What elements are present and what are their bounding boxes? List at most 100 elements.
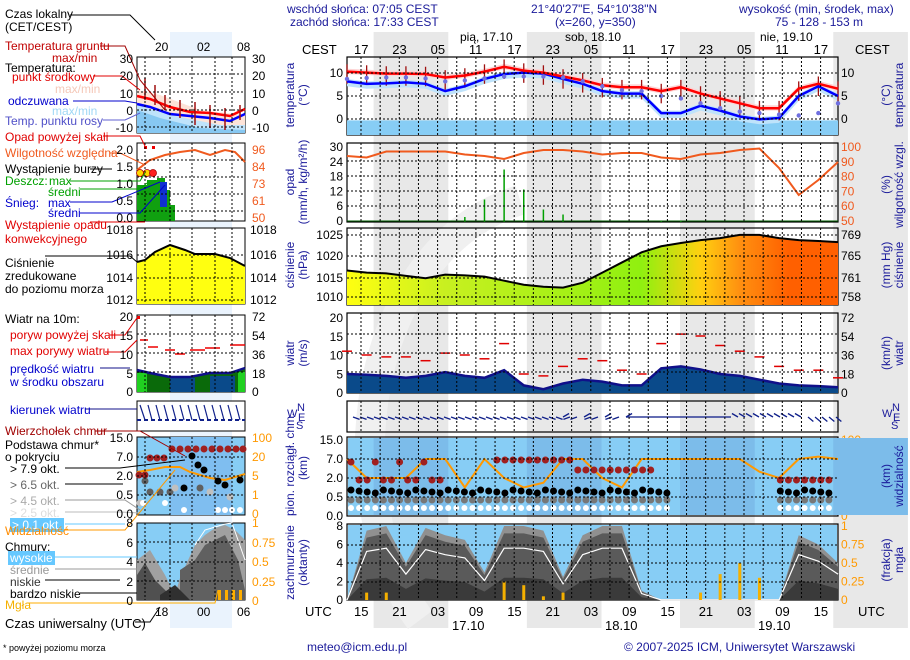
legend-cloudcover-tick: 8 [126, 516, 133, 530]
cloud-base-dot [541, 486, 549, 494]
legend-pressure-tick-right: 1012 [250, 293, 277, 307]
fog-axis-label: (frakcja) mgła [879, 520, 906, 600]
legend-visibility-tick: 0 [252, 507, 259, 521]
legend-temp-tick: 20 [119, 69, 133, 83]
cloud-base-dot [428, 496, 436, 504]
cloud-base-dot [809, 496, 817, 504]
dewpoint-point [600, 84, 605, 89]
legend-temp-mid: punkt środkowy [12, 70, 96, 84]
cloud-base-dot [582, 487, 590, 495]
cloud-top-dot [493, 456, 501, 464]
cloud-base-dot [533, 489, 541, 497]
cloud-top-dot [347, 458, 355, 466]
cloud-base-dot [493, 496, 501, 504]
pressure-area [347, 234, 838, 305]
wind-arrow [457, 416, 465, 421]
wind-arrow [794, 412, 802, 418]
legend-wind-speed-1: prędkość wiatru [10, 362, 95, 376]
dewpoint-point [560, 75, 566, 80]
cloud-base-dot [622, 496, 630, 504]
axis-tick-label: 7.0 [326, 452, 343, 466]
wind-arrow [807, 416, 814, 422]
cloud-top-dot [420, 458, 428, 466]
below-zero-band [347, 120, 838, 135]
legend-convective: Wystąpienie opadu [5, 218, 107, 232]
compass-s: S [296, 420, 303, 432]
wind-arrow [835, 416, 842, 422]
legend-pressure-tick-right: 1018 [250, 223, 277, 237]
axis-tick-label: 10 [841, 66, 855, 80]
cloud-top-dot [509, 456, 517, 464]
utc-time-tick: 15 [660, 604, 675, 619]
cloud-top-dot [590, 466, 598, 474]
cloud-base-dot [404, 489, 412, 497]
compass-e: E [298, 412, 305, 424]
legend-winddir-panel [136, 400, 246, 432]
legend-pressure-tick: 1014 [106, 271, 133, 285]
legend-pressure-tick: 1018 [106, 223, 133, 237]
utc-time-tick: 09 [775, 604, 790, 619]
visibility-axis-label: (km) widzialność [879, 436, 906, 516]
legend-fog-tick: 0.5 [252, 555, 269, 569]
axis-tick-label: 0.0 [326, 509, 343, 523]
wind-arrow [605, 416, 613, 421]
local-time-tick: 11 [622, 42, 636, 57]
local-time-tick: 11 [775, 42, 789, 57]
legend-pressure-panel [136, 227, 246, 305]
cloud-top-dot [404, 476, 412, 484]
cloud-top-dot [622, 466, 630, 474]
cloud-base-dot [371, 489, 379, 497]
axis-tick-label: 24 [330, 155, 344, 169]
axis-tick-label: 10 [330, 66, 344, 80]
dewpoint-point [678, 96, 684, 101]
local-time-tick: 17 [507, 42, 522, 57]
legend-wind-kmh-tick: 54 [252, 329, 266, 343]
legend-wind-speed-2: w środku obszaru [10, 375, 105, 389]
cloud-base-dot [485, 496, 493, 504]
legend-fog-tick: 1 [252, 516, 259, 530]
legend-wind-kmh-tick: 0 [252, 385, 259, 399]
dewpoint-point [384, 75, 389, 80]
legend-cloudcover-tick: 0 [126, 594, 133, 608]
axis-tick-label: 5 [841, 89, 848, 103]
cloud-base-dot [396, 496, 404, 504]
axis-tick-label: 2.0 [326, 471, 343, 485]
wind-arrow [828, 416, 835, 422]
wind-arrow [485, 416, 493, 421]
cloud-base-dot [412, 505, 419, 511]
legend-visibility-tick: 100 [252, 431, 273, 445]
legend-temp-tick-right: 20 [252, 69, 266, 83]
wind-kmh-ticks: 72 54 36 18 0 [841, 311, 855, 400]
day-label-bottom: 18.10 [605, 618, 638, 633]
cloud-base-dot [404, 505, 411, 511]
cloud-base-dot [817, 505, 824, 511]
cloud-base-dot [420, 505, 427, 511]
cloud-base-dot [598, 496, 606, 504]
fog-bar [561, 592, 565, 600]
legend-temp-tick: 30 [119, 52, 133, 66]
wind-arrow [499, 416, 507, 421]
axis-tick-label: 1 [841, 519, 848, 533]
legend-okt-01-label: > 0.1 okt. [10, 518, 64, 532]
precip-series [346, 147, 839, 222]
compass-icon: NW ES [882, 402, 900, 432]
utc-time-tick: 03 [430, 604, 446, 619]
humidity-axis-label: (%) wilgotność wzgl. [879, 137, 906, 232]
cloud-base-dot [639, 505, 646, 511]
dewpoint-point [659, 93, 664, 99]
cloud-top-dot [412, 476, 420, 484]
contact-email[interactable]: meteo@icm.edu.pl [307, 640, 408, 654]
legend-pressure-1: Ciśnienie [5, 256, 55, 270]
legend-local-tick-2: 08 [237, 40, 251, 54]
fog-bar [502, 581, 506, 600]
legend-wind-kmh-tick: 36 [252, 348, 266, 362]
legend-snow-max: max [48, 196, 71, 210]
cloud-base-dot [525, 488, 533, 496]
cloud-base-dot [793, 489, 800, 497]
legend-humidity-tick: 50 [252, 211, 266, 225]
cloud-white-line [346, 547, 839, 601]
fog-bar [384, 592, 388, 600]
cloud-base-dot [793, 505, 800, 511]
cloud-base-dot [663, 496, 671, 504]
